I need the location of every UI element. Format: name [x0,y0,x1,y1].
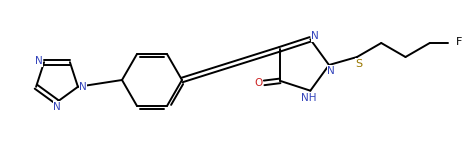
Text: N: N [79,82,87,92]
Text: O: O [254,78,262,88]
Text: N: N [35,56,43,66]
Text: F: F [455,37,461,47]
Text: NH: NH [300,93,316,103]
Text: N: N [311,31,318,41]
Text: N: N [53,102,61,112]
Text: S: S [355,59,362,69]
Text: N: N [327,66,334,76]
